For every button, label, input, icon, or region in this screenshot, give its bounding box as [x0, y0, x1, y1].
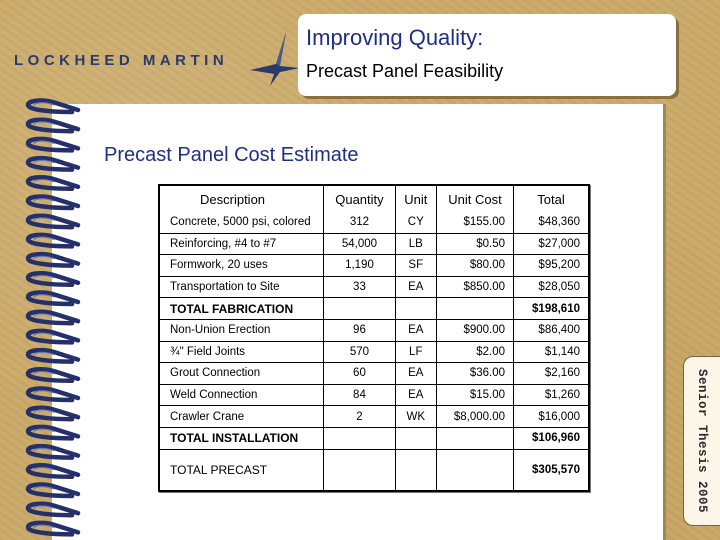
table-row: Concrete, 5000 psi, colored 312 CY $155.…: [160, 212, 588, 234]
empty-cell: [395, 449, 438, 490]
row-unit: EA: [395, 276, 438, 299]
title-box: Improving Quality: Precast Panel Feasibi…: [298, 14, 676, 96]
row-unit: EA: [395, 319, 438, 342]
row-unit: EA: [395, 384, 438, 407]
empty-cell: [324, 449, 396, 490]
slide-subtitle: Precast Panel Feasibility: [306, 61, 504, 81]
row-unit-cost: $36.00: [437, 363, 515, 385]
row-total: $48,360: [514, 212, 588, 234]
row-total: $95,200: [514, 255, 588, 277]
row-unit-cost: $0.50: [437, 233, 515, 256]
row-unit-cost: $15.00: [437, 384, 515, 407]
row-unit-cost: $8,000.00: [437, 406, 515, 428]
table-row: Reinforcing, #4 to #7 54,000 LB $0.50 $2…: [160, 233, 588, 256]
column-header-total: Total: [514, 186, 588, 212]
column-header-unit-cost: Unit Cost: [437, 186, 515, 212]
column-header-quantity: Quantity: [324, 186, 396, 212]
side-tab-label: Senior Thesis 2005: [695, 368, 709, 514]
table-header-row: Description Quantity Unit Unit Cost Tota…: [160, 186, 588, 212]
empty-cell: [395, 427, 438, 450]
row-description: Crawler Crane: [160, 406, 325, 428]
total-precast-value: $305,570: [514, 449, 588, 490]
row-total: $16,000: [514, 406, 588, 428]
table-row: Non-Union Erection 96 EA $900.00 $86,400: [160, 319, 588, 342]
total-fabrication-label: TOTAL FABRICATION: [160, 298, 325, 320]
total-precast-label: TOTAL PRECAST: [160, 449, 325, 490]
row-description: Formwork, 20 uses: [160, 255, 325, 277]
row-total: $28,050: [514, 276, 588, 299]
row-description: ¾" Field Joints: [160, 341, 325, 364]
row-total: $1,260: [514, 384, 588, 407]
total-installation-value: $106,960: [514, 427, 588, 450]
row-total: $27,000: [514, 233, 588, 256]
table-row: Weld Connection 84 EA $15.00 $1,260: [160, 384, 588, 407]
row-quantity: 312: [324, 212, 396, 234]
row-description: Transportation to Site: [160, 276, 325, 299]
row-quantity: 1,190: [324, 255, 396, 277]
row-unit: EA: [395, 363, 438, 385]
total-installation-row: TOTAL INSTALLATION $106,960: [160, 427, 588, 450]
table-row: Grout Connection 60 EA $36.00 $2,160: [160, 363, 588, 385]
table-row: Crawler Crane 2 WK $8,000.00 $16,000: [160, 406, 588, 428]
row-quantity: 2: [324, 406, 396, 428]
table-row: Transportation to Site 33 EA $850.00 $28…: [160, 276, 588, 299]
row-quantity: 96: [324, 319, 396, 342]
row-unit-cost: $900.00: [437, 319, 515, 342]
row-description: Non-Union Erection: [160, 319, 325, 342]
row-quantity: 570: [324, 341, 396, 364]
lockheed-martin-logo: LOCKHEED MARTIN: [14, 28, 300, 90]
total-precast-row: TOTAL PRECAST $305,570: [160, 449, 588, 490]
row-unit-cost: $2.00: [437, 341, 515, 364]
empty-cell: [324, 298, 396, 320]
spiral-binding-icon: [25, 98, 81, 537]
empty-cell: [437, 298, 515, 320]
table-row: Formwork, 20 uses 1,190 SF $80.00 $95,20…: [160, 255, 588, 277]
row-total: $2,160: [514, 363, 588, 385]
total-installation-label: TOTAL INSTALLATION: [160, 427, 325, 450]
row-unit-cost: $80.00: [437, 255, 515, 277]
row-unit: WK: [395, 406, 438, 428]
total-fabrication-value: $198,610: [514, 298, 588, 320]
row-description: Grout Connection: [160, 363, 325, 385]
row-unit-cost: $155.00: [437, 212, 515, 234]
cost-estimate-table: Description Quantity Unit Unit Cost Tota…: [158, 184, 590, 492]
empty-cell: [395, 298, 438, 320]
row-description: Reinforcing, #4 to #7: [160, 233, 325, 256]
row-quantity: 60: [324, 363, 396, 385]
empty-cell: [437, 449, 515, 490]
row-description: Weld Connection: [160, 384, 325, 407]
row-quantity: 84: [324, 384, 396, 407]
row-description: Concrete, 5000 psi, colored: [160, 212, 325, 234]
empty-cell: [437, 427, 515, 450]
column-header-description: Description: [160, 186, 325, 212]
row-quantity: 33: [324, 276, 396, 299]
empty-cell: [324, 427, 396, 450]
row-total: $86,400: [514, 319, 588, 342]
row-quantity: 54,000: [324, 233, 396, 256]
senior-thesis-tab: Senior Thesis 2005: [683, 356, 720, 526]
column-header-unit: Unit: [395, 186, 438, 212]
row-unit-cost: $850.00: [437, 276, 515, 299]
star-logo-icon: [250, 32, 300, 86]
section-title: Precast Panel Cost Estimate: [104, 144, 359, 166]
row-total: $1,140: [514, 341, 588, 364]
slide-title: Improving Quality:: [306, 25, 484, 50]
total-fabrication-row: TOTAL FABRICATION $198,610: [160, 298, 588, 320]
row-unit: LF: [395, 341, 438, 364]
row-unit: CY: [395, 212, 438, 234]
row-unit: LB: [395, 233, 438, 256]
row-unit: SF: [395, 255, 438, 277]
logo-text: LOCKHEED MARTIN: [14, 52, 229, 69]
table-row: ¾" Field Joints 570 LF $2.00 $1,140: [160, 341, 588, 364]
